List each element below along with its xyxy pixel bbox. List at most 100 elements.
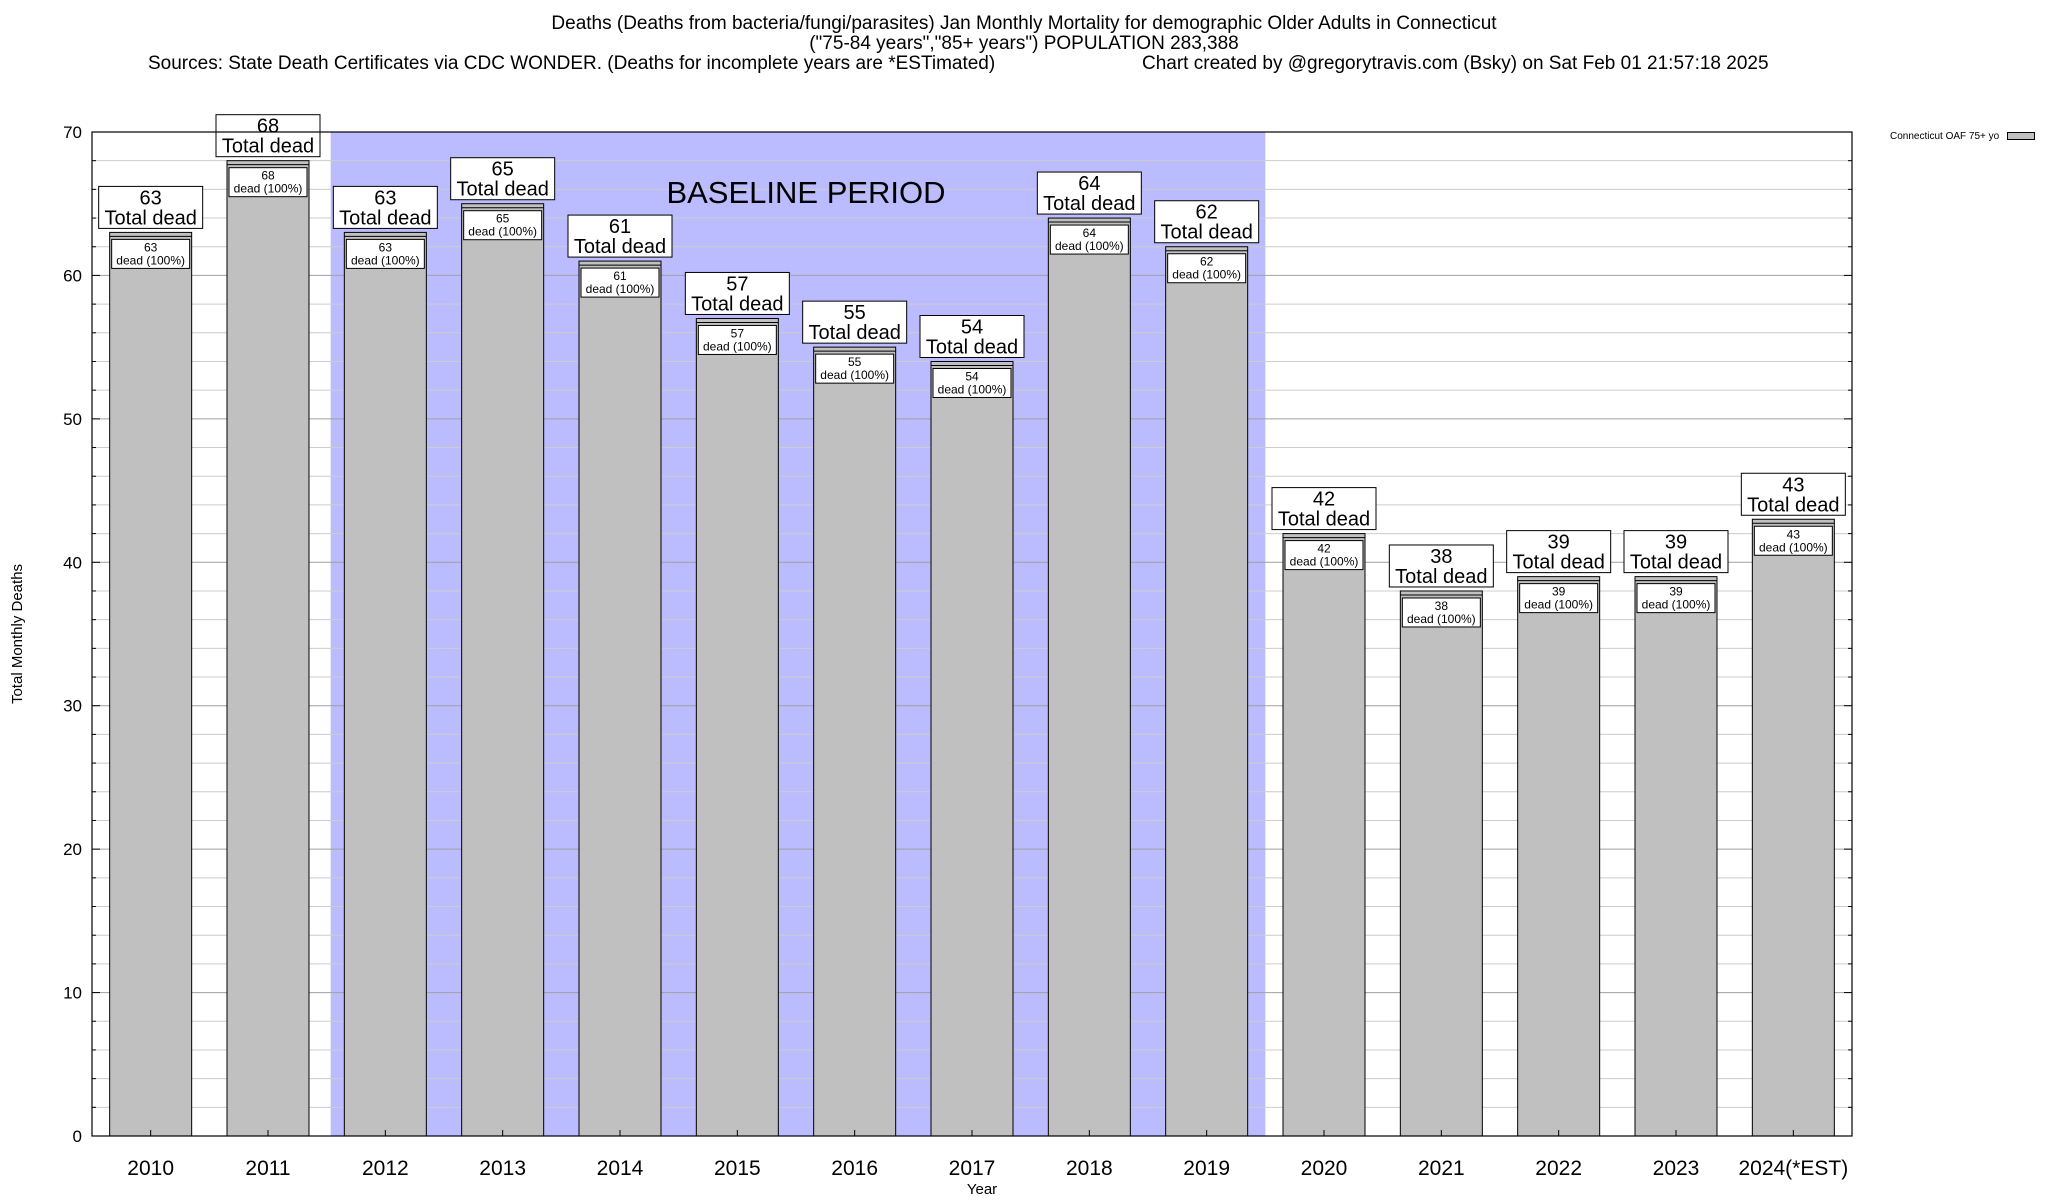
bar-top-label-box: [1036, 171, 1142, 215]
bar-inner-label: dead (100%): [1055, 239, 1124, 253]
bar: [461, 203, 545, 1137]
bar-inner-label-box: [1519, 583, 1599, 614]
bar-top-value: 63: [140, 187, 162, 209]
bar-inner-label: dead (100%): [1290, 555, 1359, 569]
bar: [343, 231, 427, 1137]
bar: [109, 231, 193, 1137]
bar-inner-value: 62: [1200, 255, 1214, 269]
x-tick-label: 2020: [1301, 1157, 1348, 1180]
bar-inner-label-box: [345, 238, 425, 269]
bar-inner-value: 57: [731, 326, 745, 340]
bar-top-value: 39: [1548, 532, 1570, 554]
bar-top-label-box: [332, 185, 438, 229]
chart-sources: Sources: State Death Certificates via CD…: [148, 53, 996, 74]
bar-top-value: 43: [1782, 474, 1804, 496]
bar-inner-value: 63: [379, 240, 393, 254]
chart-title-line1: Deaths (Deaths from bacteria/fungi/paras…: [551, 13, 1497, 34]
y-axis-label: Total Monthly Deaths: [9, 564, 26, 704]
x-tick-label: 2022: [1535, 1157, 1582, 1180]
bar-top-label-box: [450, 157, 556, 201]
bar-inner-label: dead (100%): [468, 225, 537, 239]
bar-inner-label-box: [1401, 597, 1481, 628]
bar-top-label: Total dead: [1513, 552, 1605, 574]
bar-inner-label-box: [932, 367, 1012, 398]
bar-top-value: 57: [726, 273, 748, 295]
bar-top-label: Total dead: [1043, 193, 1135, 215]
bar-top-label-box: [1271, 487, 1377, 531]
bar-inner-label: dead (100%): [703, 339, 772, 353]
bar-inner-label: dead (100%): [1642, 598, 1711, 612]
bar-inner-value: 63: [144, 240, 158, 254]
x-tick-label: 2015: [714, 1157, 761, 1180]
bar-inner-label: dead (100%): [351, 253, 420, 267]
bar-top-label-box: [98, 185, 204, 229]
bar-top-label-box: [1623, 530, 1729, 574]
bar-top-label: Total dead: [1161, 222, 1253, 244]
bar: [1165, 246, 1249, 1137]
baseline-label: BASELINE PERIOD: [666, 175, 945, 210]
y-tick-label: 20: [63, 840, 82, 859]
y-tick-label: 30: [63, 697, 82, 716]
x-tick-label: 2013: [479, 1157, 526, 1180]
bar-top-value: 42: [1313, 489, 1335, 511]
bar-top-label: Total dead: [809, 322, 901, 344]
bar: [226, 160, 310, 1137]
bar-top-value: 61: [609, 216, 631, 238]
plot-border: [91, 131, 1853, 1137]
chart-credit: Chart created by @gregorytravis.com (Bsk…: [1142, 53, 1769, 74]
bar-inner-value: 39: [1669, 585, 1683, 599]
bar-top-value: 63: [374, 187, 396, 209]
bar-inner-label-box: [580, 267, 660, 298]
legend-label: Connecticut OAF 75+ yo: [1890, 131, 2000, 142]
bar-top-label-box: [1506, 530, 1612, 574]
bar-top-label-box: [684, 271, 790, 315]
bar-inner-value: 54: [965, 369, 979, 383]
x-tick-label: 2017: [949, 1157, 996, 1180]
bar-top-label-box: [1154, 200, 1260, 244]
bar-inner-value: 64: [1083, 226, 1097, 240]
bar-inner-label: dead (100%): [938, 382, 1007, 396]
bar: [1517, 576, 1601, 1137]
bar-inner-label-box: [815, 353, 895, 384]
bar-inner-label: dead (100%): [234, 182, 303, 196]
bar-inner-value: 43: [1787, 527, 1801, 541]
x-tick-label: 2012: [362, 1157, 409, 1180]
bar-top-value: 65: [492, 159, 514, 181]
bar-top-label: Total dead: [691, 293, 783, 315]
bar-inner-label-box: [1167, 253, 1247, 284]
bar-top-label-box: [1740, 472, 1846, 516]
bar: [1399, 590, 1483, 1137]
bar: [813, 346, 897, 1137]
x-tick-label: 2016: [831, 1157, 878, 1180]
y-tick-label: 40: [63, 553, 82, 572]
x-tick-label: 2024(*EST): [1738, 1157, 1848, 1180]
bar-top-label: Total dead: [222, 136, 314, 158]
legend: Connecticut OAF 75+ yo: [1890, 131, 2036, 142]
bar: [1634, 576, 1718, 1137]
bar-top-label: Total dead: [1395, 566, 1487, 588]
x-axis-label: Year: [967, 1181, 997, 1198]
bar-top-label: Total dead: [926, 336, 1018, 358]
bar-inner-label: dead (100%): [1407, 612, 1476, 626]
bar-inner-label-box: [463, 210, 543, 241]
bar-inner-label-box: [1753, 525, 1833, 556]
bar-inner-label-box: [1049, 224, 1129, 255]
bar-top-value: 38: [1430, 546, 1452, 568]
chart-title: Deaths (Deaths from bacteria/fungi/paras…: [0, 14, 2048, 54]
bar: [1047, 217, 1131, 1137]
y-tick-label: 60: [63, 266, 82, 285]
bar-inner-label-box: [228, 167, 308, 198]
bar-top-value: 54: [961, 316, 983, 338]
y-tick-label: 10: [63, 984, 82, 1003]
bar-inner-label-box: [1284, 540, 1364, 571]
bar-top-value: 62: [1196, 202, 1218, 224]
bar: [578, 260, 662, 1137]
bar-top-value: 68: [257, 116, 279, 138]
y-tick-label: 70: [63, 123, 82, 142]
bar-inner-value: 68: [261, 169, 275, 183]
bar-top-value: 64: [1078, 173, 1100, 195]
chart-title-line2: ("75-84 years","85+ years") POPULATION 2…: [809, 33, 1239, 54]
x-tick-label: 2023: [1653, 1157, 1700, 1180]
bar-inner-value: 65: [496, 212, 510, 226]
